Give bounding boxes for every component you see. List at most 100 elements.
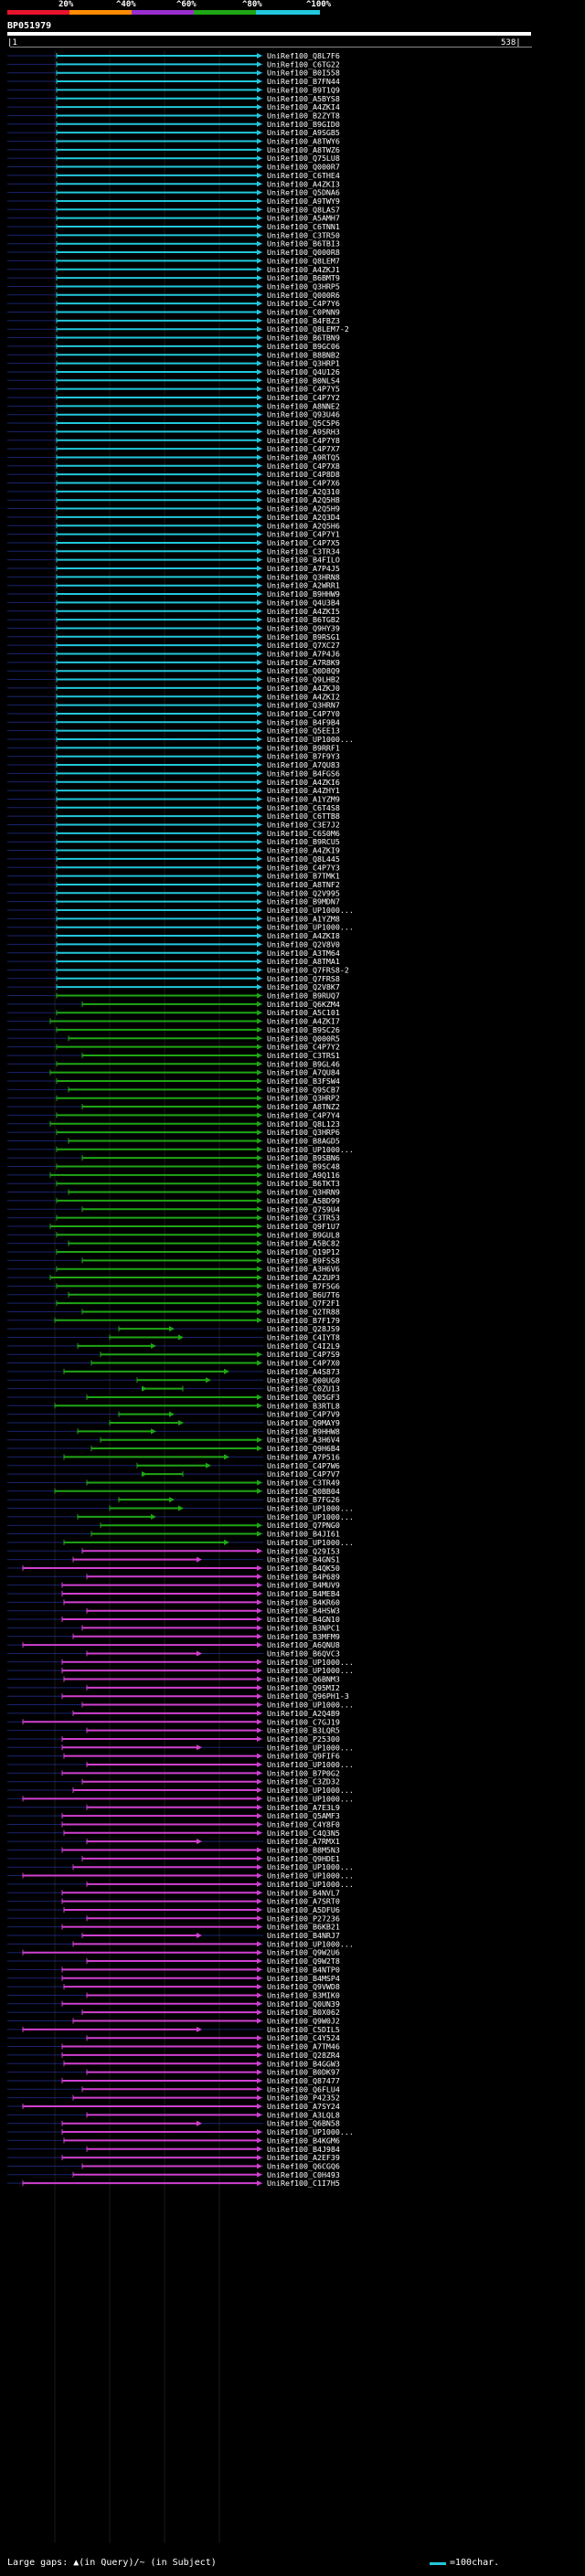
hit-label[interactable]: UniRef100_Q9MAY9 <box>267 1418 340 1427</box>
hit-label[interactable]: UniRef100_A9Q116 <box>267 1171 340 1180</box>
hit-label[interactable]: UniRef100_Q5EE13 <box>267 726 340 736</box>
hit-label[interactable]: UniRef100_C4I2L9 <box>267 1341 340 1351</box>
hit-label[interactable]: UniRef100_C4P7Y6 <box>267 299 340 308</box>
hit-label[interactable]: UniRef100_Q6FLU4 <box>267 2084 340 2094</box>
hit-label[interactable]: UniRef100_Q3HRN8 <box>267 572 340 581</box>
hit-label[interactable]: UniRef100_Q7F2F1 <box>267 1299 340 1308</box>
hit-label[interactable]: UniRef100_A3TM64 <box>267 949 340 958</box>
hit-label[interactable]: UniRef100_Q9VWD8 <box>267 1982 340 1991</box>
hit-label[interactable]: UniRef100_Q5AMF3 <box>267 1811 340 1820</box>
hit-label[interactable]: UniRef100_A4ZKI5 <box>267 607 340 616</box>
hit-label[interactable]: UniRef100_A7SY24 <box>267 2102 340 2111</box>
hit-label[interactable]: UniRef100_UP1000... <box>267 906 354 915</box>
hit-label[interactable]: UniRef100_UP1000... <box>267 1871 354 1881</box>
hit-label[interactable]: UniRef100_C7GJ19 <box>267 1717 340 1726</box>
hit-label[interactable]: UniRef100_B2ZYT8 <box>267 111 340 120</box>
hit-label[interactable]: UniRef100_C4P7Y4 <box>267 1110 340 1119</box>
hit-label[interactable]: UniRef100_Q000R5 <box>267 1034 340 1043</box>
hit-label[interactable]: UniRef100_C4P7Y8 <box>267 436 340 445</box>
hit-label[interactable]: UniRef100_A4ZKI4 <box>267 102 340 111</box>
hit-label[interactable]: UniRef100_Q8L7F6 <box>267 51 340 60</box>
hit-label[interactable]: UniRef100_UP1000... <box>267 1658 354 1667</box>
hit-label[interactable]: UniRef100_Q0BB04 <box>267 1487 340 1496</box>
hit-label[interactable]: UniRef100_B9SC26 <box>267 1025 340 1034</box>
hit-label[interactable]: UniRef100_Q2V8V0 <box>267 939 340 949</box>
hit-label[interactable]: UniRef100_B3MIK0 <box>267 1990 340 1999</box>
hit-label[interactable]: UniRef100_A5BD99 <box>267 1196 340 1205</box>
hit-label[interactable]: UniRef100_Q28ZR4 <box>267 2051 340 2060</box>
hit-label[interactable]: UniRef100_B4NVL7 <box>267 1888 340 1897</box>
hit-label[interactable]: UniRef100_A7SRT0 <box>267 1897 340 1906</box>
hit-label[interactable]: UniRef100_B7F179 <box>267 1316 340 1325</box>
hit-label[interactable]: UniRef100_B4F9B4 <box>267 717 340 726</box>
hit-label[interactable]: UniRef100_B9GUL8 <box>267 1230 340 1239</box>
hit-label[interactable]: UniRef100_B9SBN6 <box>267 1153 340 1162</box>
hit-label[interactable]: UniRef100_C4P7X0 <box>267 1359 340 1368</box>
hit-label[interactable]: UniRef100_Q0UN39 <box>267 1999 340 2009</box>
hit-label[interactable]: UniRef100_A8TWY6 <box>267 137 340 146</box>
hit-label[interactable]: UniRef100_Q3HRP2 <box>267 1094 340 1103</box>
hit-label[interactable]: UniRef100_B4GGW3 <box>267 2059 340 2068</box>
hit-label[interactable]: UniRef100_C4P8D8 <box>267 470 340 479</box>
hit-label[interactable]: UniRef100_B4GN10 <box>267 1615 340 1624</box>
hit-label[interactable]: UniRef100_C1I7H5 <box>267 2178 340 2188</box>
hit-label[interactable]: UniRef100_A9RTQ5 <box>267 452 340 461</box>
hit-label[interactable]: UniRef100_C0ZU13 <box>267 1384 340 1394</box>
hit-label[interactable]: UniRef100_A2EF39 <box>267 2153 340 2162</box>
hit-label[interactable]: UniRef100_B9GL46 <box>267 1059 340 1068</box>
hit-label[interactable]: UniRef100_B6QVC3 <box>267 1648 340 1658</box>
hit-label[interactable]: UniRef100_Q8LAS7 <box>267 205 340 214</box>
hit-label[interactable]: UniRef100_C4P7Y2 <box>267 1043 340 1052</box>
hit-label[interactable]: UniRef100_A1YZM9 <box>267 794 340 803</box>
hit-label[interactable]: UniRef100_B0I558 <box>267 69 340 78</box>
hit-label[interactable]: UniRef100_Q000R7 <box>267 163 340 172</box>
hit-label[interactable]: UniRef100_C4P7V9 <box>267 1410 340 1419</box>
hit-label[interactable]: UniRef100_B3MFM9 <box>267 1632 340 1641</box>
hit-label[interactable]: UniRef100_B9FSS8 <box>267 1256 340 1265</box>
hit-label[interactable]: UniRef100_A7RMX1 <box>267 1837 340 1846</box>
hit-label[interactable]: UniRef100_Q9HY39 <box>267 623 340 632</box>
hit-label[interactable]: UniRef100_B4FBZ3 <box>267 316 340 325</box>
hit-label[interactable]: UniRef100_B4P689 <box>267 1572 340 1581</box>
hit-label[interactable]: UniRef100_B9RUQ7 <box>267 991 340 1001</box>
hit-label[interactable]: UniRef100_C6S0M6 <box>267 829 340 838</box>
hit-label[interactable]: UniRef100_B3FSW4 <box>267 1076 340 1086</box>
hit-label[interactable]: UniRef100_C4P7Y2 <box>267 393 340 402</box>
hit-label[interactable]: UniRef100_C4P7S9 <box>267 1350 340 1359</box>
hit-label[interactable]: UniRef100_A8TNF2 <box>267 880 340 889</box>
hit-label[interactable]: UniRef100_Q05GF3 <box>267 1393 340 1402</box>
hit-label[interactable]: UniRef100_A4ZKI6 <box>267 778 340 787</box>
hit-label[interactable]: UniRef100_A8NNE2 <box>267 401 340 410</box>
hit-label[interactable]: UniRef100_P27236 <box>267 1913 340 1923</box>
hit-label[interactable]: UniRef100_Q19P12 <box>267 1247 340 1256</box>
hit-label[interactable]: UniRef100_B4NRJ7 <box>267 1931 340 1940</box>
hit-label[interactable]: UniRef100_UP1000... <box>267 1145 354 1154</box>
hit-label[interactable]: UniRef100_C0PNN9 <box>267 308 340 317</box>
hit-label[interactable]: UniRef100_A5BYS8 <box>267 94 340 103</box>
hit-label[interactable]: UniRef100_A7R8K9 <box>267 658 340 667</box>
hit-label[interactable]: UniRef100_UP1000... <box>267 1538 354 1547</box>
hit-label[interactable]: UniRef100_B4FGS6 <box>267 769 340 778</box>
hit-label[interactable]: UniRef100_Q7FRS8-2 <box>267 965 349 974</box>
hit-label[interactable]: UniRef100_A4S873 <box>267 1367 340 1376</box>
hit-label[interactable]: UniRef100_C6TTB8 <box>267 811 340 821</box>
hit-label[interactable]: UniRef100_B9GID0 <box>267 120 340 129</box>
hit-label[interactable]: UniRef100_A3H6V4 <box>267 1436 340 1445</box>
hit-label[interactable]: UniRef100_B8BNB2 <box>267 350 340 359</box>
hit-label[interactable]: UniRef100_Q6BN58 <box>267 2119 340 2128</box>
hit-label[interactable]: UniRef100_A4ZKI7 <box>267 1017 340 1026</box>
hit-label[interactable]: UniRef100_Q8L123 <box>267 1119 340 1129</box>
hit-label[interactable]: UniRef100_B9GC06 <box>267 342 340 351</box>
hit-label[interactable]: UniRef100_Q6KZM4 <box>267 1000 340 1009</box>
hit-label[interactable]: UniRef100_C4Q3N5 <box>267 1829 340 1838</box>
hit-label[interactable]: UniRef100_A4ZKJ0 <box>267 684 340 693</box>
hit-label[interactable]: UniRef100_A8TNZ2 <box>267 1102 340 1111</box>
hit-label[interactable]: UniRef100_A2Q5H8 <box>267 495 340 504</box>
hit-label[interactable]: UniRef100_Q9HDE1 <box>267 1854 340 1863</box>
hit-label[interactable]: UniRef100_Q7FRS8 <box>267 974 340 983</box>
hit-label[interactable]: UniRef100_A2Q310 <box>267 487 340 496</box>
hit-label[interactable]: UniRef100_Q3HRP5 <box>267 281 340 291</box>
hit-label[interactable]: UniRef100_A2Q3D4 <box>267 513 340 522</box>
hit-label[interactable]: UniRef100_C4P7X6 <box>267 479 340 488</box>
hit-label[interactable]: UniRef100_C4P7X7 <box>267 444 340 453</box>
